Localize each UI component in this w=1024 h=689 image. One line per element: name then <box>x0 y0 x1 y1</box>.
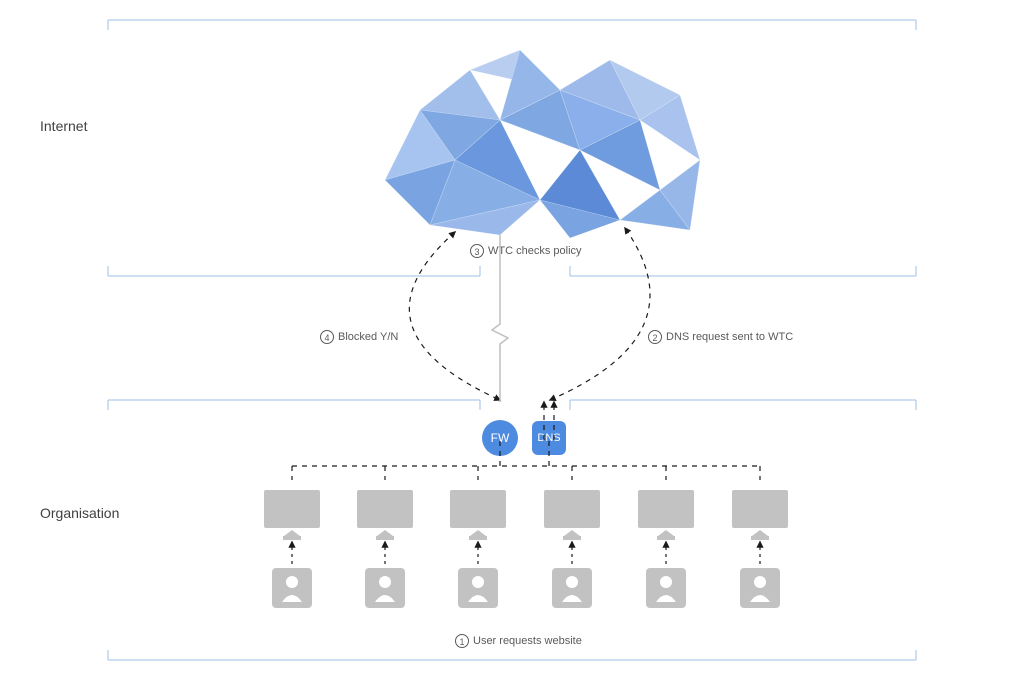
diagram-canvas <box>0 0 1024 689</box>
cloud-icon <box>385 50 700 238</box>
